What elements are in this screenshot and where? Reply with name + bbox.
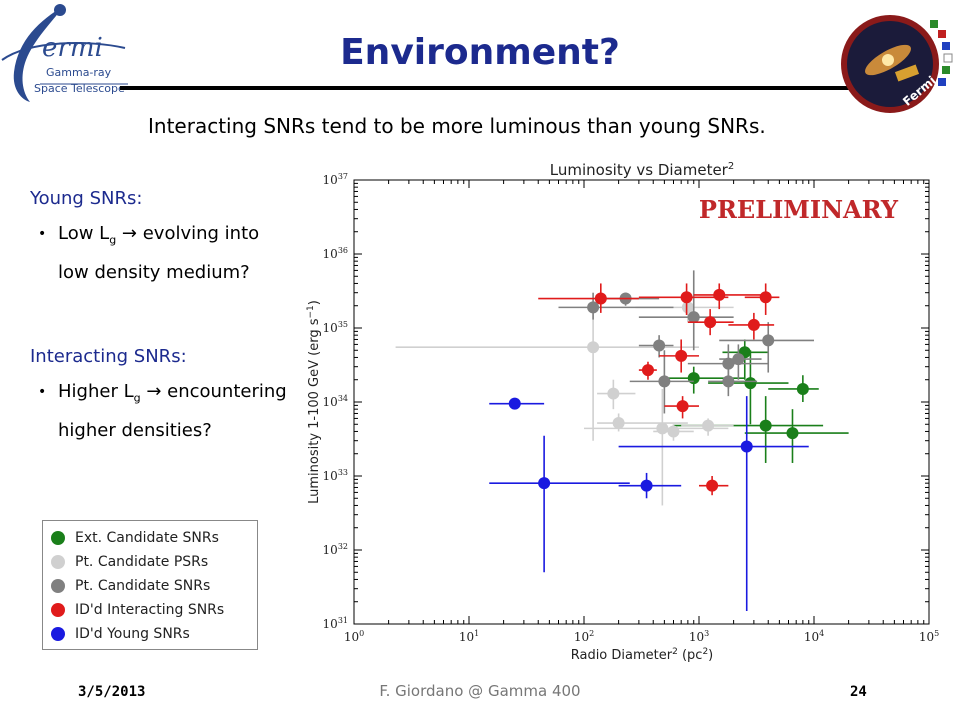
- legend-marker-icon: [51, 603, 65, 617]
- data-point: [612, 417, 625, 430]
- data-point: [704, 316, 717, 329]
- data-point: [667, 425, 680, 438]
- fermi-mission-patch-icon: Fermi: [838, 8, 960, 120]
- legend-item: Pt. Candidate SNRs: [51, 575, 210, 597]
- young-snrs-bullet: • Low Lg → evolving into low density med…: [38, 218, 278, 289]
- legend-item: ID'd Young SNRs: [51, 623, 190, 645]
- legend-marker-icon: [51, 555, 65, 569]
- data-point: [653, 339, 666, 352]
- data-point: [508, 397, 521, 410]
- footer-date: 3/5/2013: [78, 684, 146, 700]
- data-point: [641, 364, 654, 377]
- legend-label: Ext. Candidate SNRs: [75, 530, 219, 546]
- y-tick-label: 1033: [323, 468, 348, 483]
- page-number: 24: [850, 684, 867, 700]
- data-point: [680, 291, 693, 304]
- plot-area: [353, 179, 930, 625]
- slide-title: Environment?: [340, 32, 620, 73]
- data-point: [722, 357, 735, 370]
- data-point: [702, 419, 715, 432]
- data-point: [740, 440, 753, 453]
- svg-text:ermi: ermi: [42, 33, 103, 63]
- legend-marker-icon: [51, 531, 65, 545]
- interacting-bullet-text: Higher L: [58, 381, 134, 402]
- y-axis-ticks: 1031 1032 1033 1034 1035 1036 1037: [323, 172, 929, 631]
- x-axis-label: Radio Diameter2 (pc2): [571, 647, 714, 663]
- bullet-dot-icon: •: [38, 384, 47, 400]
- svg-text:Gamma-ray: Gamma-ray: [46, 66, 112, 79]
- young-bullet-rest: → evolving into low density medium?: [58, 223, 260, 283]
- y-tick-label: 1037: [323, 172, 348, 187]
- x-tick-label: 103: [689, 629, 709, 644]
- interacting-snrs-heading: Interacting SNRs:: [30, 346, 187, 367]
- title-underline: [120, 86, 850, 90]
- data-point: [713, 288, 726, 301]
- data-point: [658, 375, 671, 388]
- x-tick-label: 105: [919, 629, 939, 644]
- legend-marker-icon: [51, 627, 65, 641]
- data-point: [587, 341, 600, 354]
- data-point: [607, 387, 620, 400]
- preliminary-annotation: PRELIMINARY: [699, 195, 899, 224]
- bullet-dot-icon: •: [38, 226, 47, 242]
- y-axis-label: Luminosity 1-100 GeV (erg s−1): [306, 300, 322, 504]
- data-point: [796, 382, 809, 395]
- legend-item: Ext. Candidate SNRs: [51, 527, 219, 549]
- interacting-bullet-sub: g: [133, 391, 141, 405]
- y-tick-label: 1034: [323, 394, 348, 409]
- data-point: [687, 372, 700, 385]
- data-point: [675, 349, 688, 362]
- x-axis-ticks: 100 101 102 103 104 105: [344, 180, 939, 644]
- legend-label: ID'd Interacting SNRs: [75, 602, 225, 618]
- interacting-bullet-rest: → encountering higher densities?: [58, 381, 287, 441]
- x-tick-label: 104: [804, 629, 824, 644]
- legend-item: Pt. Candidate PSRs: [51, 551, 208, 573]
- data-point: [762, 334, 775, 347]
- legend-marker-icon: [51, 579, 65, 593]
- data-point: [747, 318, 760, 331]
- x-tick-label: 102: [574, 629, 594, 644]
- data-point: [594, 292, 607, 305]
- young-snrs-heading: Young SNRs:: [30, 188, 143, 209]
- legend-label: Pt. Candidate PSRs: [75, 554, 209, 570]
- young-bullet-sub: g: [109, 233, 117, 247]
- y-tick-label: 1031: [323, 616, 348, 631]
- data-point: [676, 400, 689, 413]
- svg-text:Space Telescope: Space Telescope: [34, 82, 125, 95]
- data-point: [587, 301, 600, 314]
- y-tick-label: 1032: [323, 542, 348, 557]
- data-point: [759, 291, 772, 304]
- young-bullet-text: Low L: [58, 223, 110, 244]
- data-point: [681, 301, 694, 314]
- interacting-snrs-bullet: • Higher Lg → encountering higher densit…: [38, 376, 288, 447]
- slide-subtitle: Interacting SNRs tend to be more luminou…: [148, 114, 766, 138]
- data-point: [786, 427, 799, 440]
- y-tick-label: 1036: [323, 246, 348, 261]
- legend-item: ID'd Interacting SNRs: [51, 599, 224, 621]
- data-point: [759, 419, 772, 432]
- data-point: [656, 422, 669, 435]
- data-point: [706, 479, 719, 492]
- fermi-logo-icon: ermi Gamma-ray Space Telescope: [0, 0, 130, 110]
- y-tick-label: 1035: [323, 320, 348, 335]
- chart-title: Luminosity vs Diameter2: [550, 161, 734, 179]
- chart-legend: Ext. Candidate SNRs Pt. Candidate PSRs P…: [42, 520, 258, 650]
- data-point: [687, 311, 700, 324]
- data-point: [732, 353, 745, 366]
- data-point: [744, 377, 757, 390]
- footer-author: F. Giordano @ Gamma 400: [379, 682, 581, 700]
- x-tick-label: 100: [344, 629, 364, 644]
- data-point: [538, 477, 551, 490]
- data-point: [640, 479, 653, 492]
- luminosity-diameter-chart: Luminosity vs Diameter2 PRELIMINARY 100 1…: [306, 161, 939, 663]
- data-marks: [395, 270, 849, 611]
- legend-label: ID'd Young SNRs: [75, 626, 190, 642]
- legend-label: Pt. Candidate SNRs: [75, 578, 211, 594]
- x-tick-label: 101: [459, 629, 479, 644]
